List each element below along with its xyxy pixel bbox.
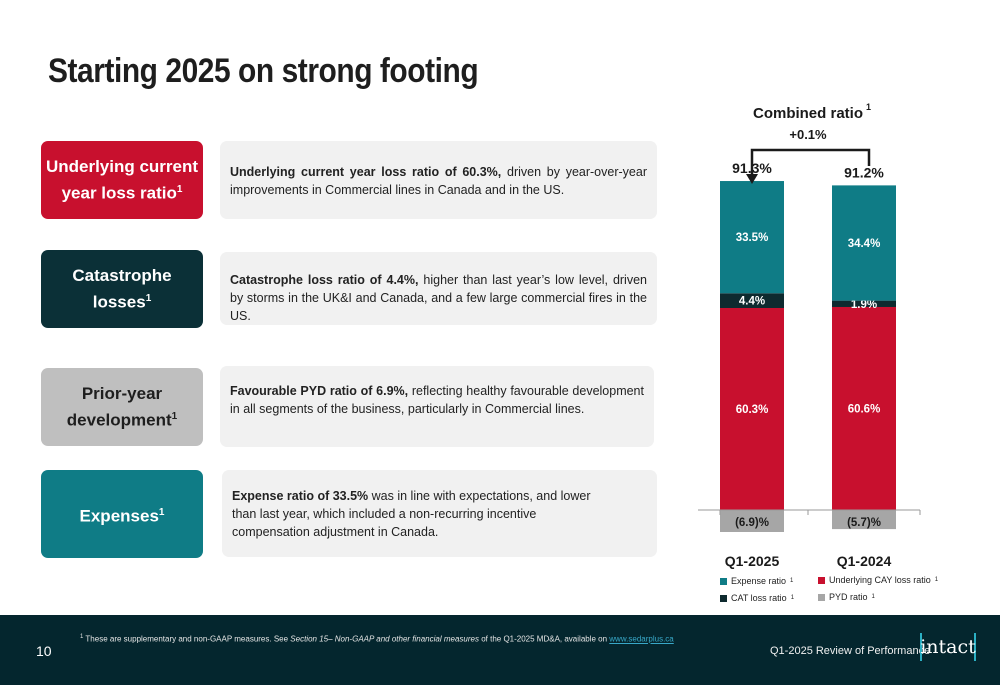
pill-label-line1: Expenses <box>79 506 159 526</box>
footnote-marker: 1 <box>145 293 152 305</box>
sedar-link[interactable]: www.sedarplus.ca <box>609 634 674 644</box>
data-label: 60.3% <box>736 404 769 416</box>
pill-prior-year-development: Prior-year development1 <box>41 368 203 446</box>
footnote-section-ref: Section 15– Non-GAAP and other financial… <box>290 634 479 644</box>
legend-swatch <box>720 577 727 585</box>
card-prior-year-development: Favourable PYD ratio of 6.9%, reflecting… <box>220 366 654 447</box>
bar-segment <box>720 293 784 308</box>
footnote-marker: 1 <box>934 577 939 583</box>
pill-label-line1: Prior-year <box>81 384 163 404</box>
legend-label: CAT loss ratio <box>731 593 787 603</box>
card-bold-text: Underlying current year loss ratio of 60… <box>230 165 502 179</box>
data-label: 1.9% <box>851 299 877 311</box>
pill-label-line1: Underlying current <box>45 157 199 177</box>
page-title: Starting 2025 on strong footing <box>48 52 479 90</box>
data-label: (5.7)% <box>847 517 881 529</box>
category-label: Q1-2025 <box>725 553 780 569</box>
legend-item-underlying-cay: Underlying CAY loss ratio 1 <box>818 575 938 585</box>
legend-item-cat-loss-ratio: CAT loss ratio 1 <box>720 593 794 603</box>
legend-swatch <box>818 593 825 601</box>
bar-segment <box>720 181 784 294</box>
pill-underlying-loss-ratio: Underlying current year loss ratio1 <box>41 141 203 219</box>
page-number: 10 <box>36 643 52 659</box>
footnote-marker: 1 <box>158 506 165 518</box>
card-bold-text: Catastrophe loss ratio of 4.4%, <box>230 273 419 287</box>
card-text: driven by year-over-year improvements in… <box>230 165 647 197</box>
legend-label: PYD ratio <box>829 592 868 602</box>
legend-swatch <box>818 576 825 584</box>
card-catastrophe-losses: Catastrophe loss ratio of 4.4%, higher t… <box>220 252 657 325</box>
footnote-text-2: of the Q1-2025 MD&A, available on <box>478 634 610 644</box>
bar-segment-pyd <box>720 510 784 532</box>
combined-ratio-chart: 60.3%4.4%33.5%(6.9)%91.3%Q1-202560.6%1.9… <box>698 102 921 569</box>
change-arrowhead <box>746 174 758 184</box>
card-text: was in line with expectations, and lower… <box>232 489 591 539</box>
pill-expenses: Expenses1 <box>41 470 203 558</box>
intact-logo: intact <box>920 633 976 661</box>
footnote-marker: 1 <box>866 102 871 112</box>
footnote-marker: 1 <box>871 594 875 600</box>
total-label: 91.2% <box>844 164 884 180</box>
data-label: 33.5% <box>736 232 769 244</box>
legend-item-expense-ratio: Expense ratio 1 <box>720 576 793 586</box>
data-label: 4.4% <box>739 296 765 308</box>
card-bold-text: Favourable PYD ratio of 6.9%, <box>230 384 409 398</box>
category-label: Q1-2024 <box>837 553 892 569</box>
bar-segment <box>720 307 784 510</box>
legend-item-pyd-ratio: PYD ratio 1 <box>818 592 875 602</box>
card-bold-text: Expense ratio of 33.5% <box>232 489 369 503</box>
pill-label-line1: Catastrophe <box>72 266 172 286</box>
footnote-marker: 1 <box>790 595 795 601</box>
change-bracket <box>750 148 871 176</box>
legend-swatch <box>720 594 727 602</box>
footnote-marker: 1 <box>80 634 84 640</box>
footnote-marker: 1 <box>171 411 178 423</box>
pill-label-line2: losses <box>92 292 146 312</box>
pill-label-line2: development <box>66 410 172 430</box>
footer: 1 These are supplementary and non-GAAP m… <box>0 615 1000 685</box>
pill-label-line2: year loss ratio <box>61 183 177 203</box>
card-text: reflecting healthy favourable developmen… <box>230 384 644 416</box>
card-text: higher than last year’s low level, drive… <box>230 273 647 323</box>
pill-catastrophe-losses: Catastrophe losses1 <box>41 250 203 328</box>
legend-label: Underlying CAY loss ratio <box>829 575 931 585</box>
footnote-marker: 1 <box>790 578 794 584</box>
chart-title: Combined ratio <box>753 105 863 122</box>
footnote-text: These are supplementary and non-GAAP mea… <box>83 634 291 644</box>
footnote: 1 These are supplementary and non-GAAP m… <box>80 634 674 644</box>
footnote-marker: 1 <box>176 184 183 196</box>
bar-segment <box>832 185 896 301</box>
data-label: (6.9)% <box>735 517 769 529</box>
card-underlying-loss-ratio: Underlying current year loss ratio of 60… <box>220 141 657 219</box>
data-label: 34.4% <box>848 238 881 250</box>
legend-label: Expense ratio <box>731 576 787 586</box>
bar-segment <box>832 306 896 510</box>
card-expenses: Expense ratio of 33.5% was in line with … <box>222 470 657 557</box>
data-label: 60.6% <box>848 403 881 415</box>
bar-segment <box>832 300 896 307</box>
review-label: Q1-2025 Review of Performance <box>770 645 931 657</box>
change-label: +0.1% <box>789 127 827 142</box>
bar-segment-pyd <box>832 510 896 530</box>
